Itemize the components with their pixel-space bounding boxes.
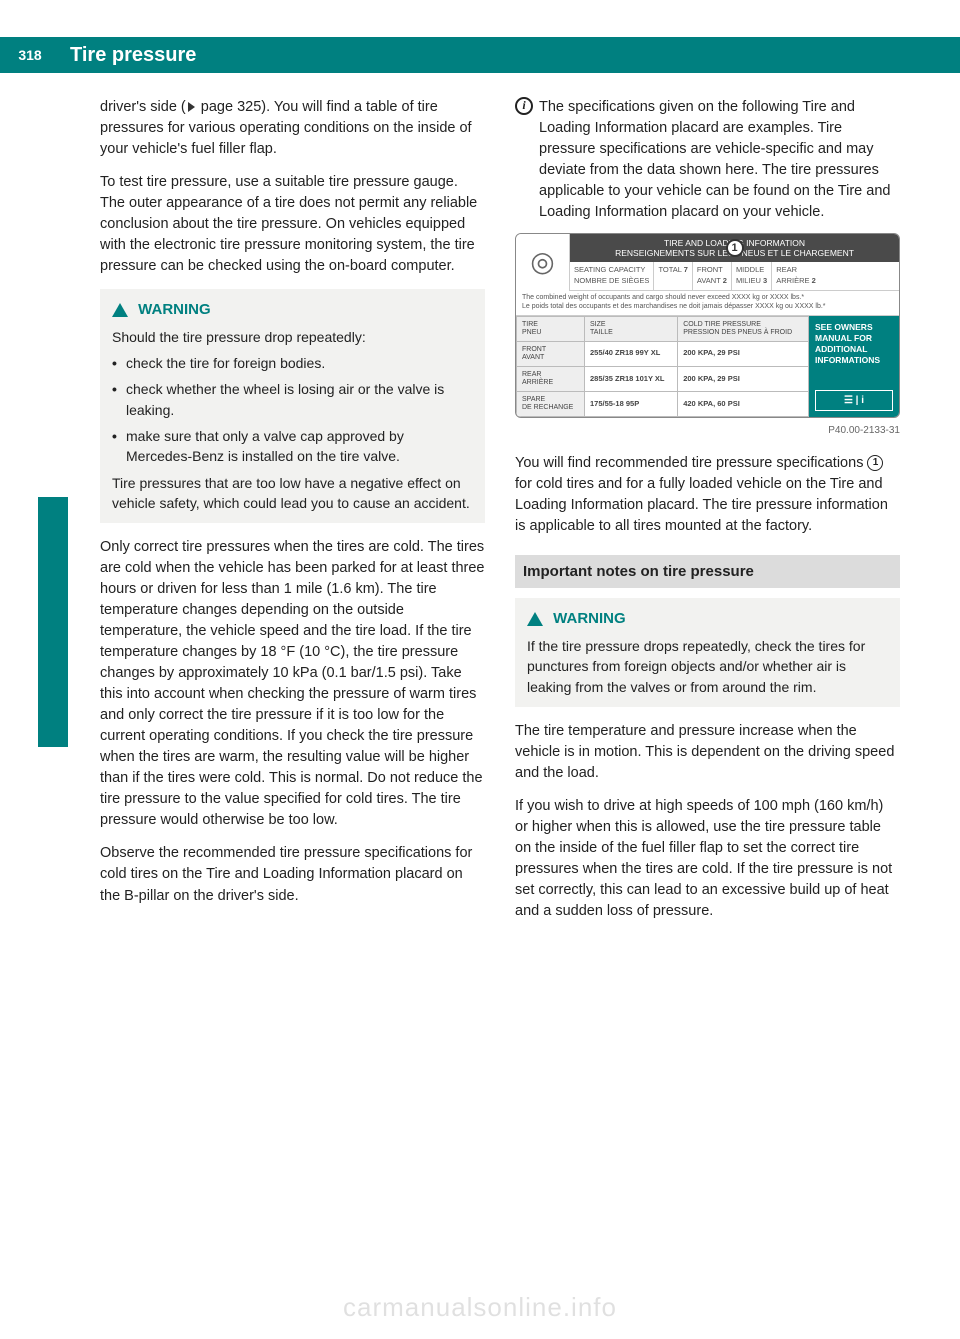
placard-table: TIREPNEU SIZETAILLE COLD TIRE PRESSUREPR… (516, 316, 809, 417)
page-number: 318 (0, 37, 60, 73)
placard-top-right: 1 TIRE AND LOADING INFORMATION RENSEIGNE… (570, 234, 899, 291)
paragraph: driver's side ( page 325). You will find… (100, 97, 485, 160)
table-row: REARARRIÈRE 285/35 ZR18 101Y XL 200 KPA,… (517, 366, 809, 391)
warning-outro: Tire pressures that are too low have a n… (112, 473, 473, 514)
info-paragraph: i The specifications given on the follow… (515, 97, 900, 223)
right-column: i The specifications given on the follow… (515, 97, 900, 934)
side-label: Wheels and tires (43, 594, 64, 737)
list-item: check the tire for foreign bodies. (112, 353, 473, 373)
paragraph: To test tire pressure, use a suitable ti… (100, 172, 485, 277)
warning-body: If the tire pressure drops repeatedly, c… (527, 636, 888, 697)
content-columns: driver's side ( page 325). You will find… (0, 73, 960, 934)
list-item: make sure that only a valve cap approved… (112, 426, 473, 467)
col-header: TIREPNEU (517, 316, 585, 341)
warning-title: WARNING (112, 299, 473, 321)
placard-top: ◎ 1 TIRE AND LOADING INFORMATION RENSEIG… (516, 234, 899, 291)
paragraph: You will find recommended tire pressure … (515, 453, 900, 537)
warning-box: WARNING Should the tire pressure drop re… (100, 289, 485, 523)
figure-reference: P40.00-2133-31 (515, 424, 900, 439)
paragraph: Observe the recommended tire pressure sp… (100, 843, 485, 906)
warning-icon (527, 612, 543, 626)
cell: 200 KPA, 29 PSI (678, 366, 809, 391)
row-label: SPAREDE RECHANGE (517, 392, 585, 417)
placard-seating-row: SEATING CAPACITY NOMBRE DE SIÈGES TOTAL … (570, 262, 899, 291)
list-item: check whether the wheel is losing air or… (112, 379, 473, 420)
seating-label: SEATING CAPACITY NOMBRE DE SIÈGES (570, 262, 654, 290)
col-header: SIZETAILLE (584, 316, 677, 341)
left-column: driver's side ( page 325). You will find… (100, 97, 485, 934)
col-header: COLD TIRE PRESSUREPRESSION DES PNEUS À F… (678, 316, 809, 341)
cell: 285/35 ZR18 101Y XL (584, 366, 677, 391)
warning-icon (112, 303, 128, 317)
paragraph: If you wish to drive at high speeds of 1… (515, 796, 900, 922)
tire-placard-figure: ◎ 1 TIRE AND LOADING INFORMATION RENSEIG… (515, 233, 900, 418)
seating-rear: REARARRIÈRE 2 (772, 262, 820, 290)
row-label: REARARRIÈRE (517, 366, 585, 391)
cell: 200 KPA, 29 PSI (678, 341, 809, 366)
warning-intro: Should the tire pressure drop repeatedly… (112, 327, 473, 347)
paragraph: The tire temperature and pressure increa… (515, 721, 900, 784)
page-header: 318 Tire pressure (0, 37, 960, 73)
table-row: SPAREDE RECHANGE 175/55-18 95P 420 KPA, … (517, 392, 809, 417)
seating-middle: MIDDLEMILIEU 3 (732, 262, 772, 290)
page-ref-icon (188, 102, 195, 112)
watermark: carmanualsonline.info (0, 1292, 960, 1323)
callout-badge: 1 (726, 239, 744, 257)
table-row: FRONTAVANT 255/40 ZR18 99Y XL 200 KPA, 2… (517, 341, 809, 366)
warning-title: WARNING (527, 608, 888, 630)
manual-icon: ☰ | i (815, 390, 893, 411)
table-row: TIREPNEU SIZETAILLE COLD TIRE PRESSUREPR… (517, 316, 809, 341)
placard-note: The combined weight of occupants and car… (516, 291, 899, 316)
warning-box: WARNING If the tire pressure drops repea… (515, 598, 900, 707)
placard-body: TIREPNEU SIZETAILLE COLD TIRE PRESSUREPR… (516, 316, 899, 417)
cell: 420 KPA, 60 PSI (678, 392, 809, 417)
wheel-icon: ◎ (516, 234, 570, 291)
info-text: The specifications given on the followin… (539, 97, 900, 223)
placard-side-text: SEE OWNERS MANUAL FOR ADDITIONAL INFORMA… (815, 322, 893, 366)
info-icon: i (515, 97, 533, 115)
callout-ref: 1 (867, 455, 883, 471)
warning-label: WARNING (553, 610, 626, 627)
row-label: FRONTAVANT (517, 341, 585, 366)
subheading: Important notes on tire pressure (515, 555, 900, 589)
page: 318 Tire pressure Wheels and tires drive… (0, 37, 960, 1339)
warning-label: WARNING (138, 301, 211, 318)
warning-list: check the tire for foreign bodies. check… (112, 353, 473, 466)
placard-title: 1 TIRE AND LOADING INFORMATION RENSEIGNE… (570, 234, 899, 262)
paragraph: Only correct tire pressures when the tir… (100, 537, 485, 831)
cell: 175/55-18 95P (584, 392, 677, 417)
cell: 255/40 ZR18 99Y XL (584, 341, 677, 366)
section-title: Tire pressure (60, 37, 960, 73)
placard-side-panel: SEE OWNERS MANUAL FOR ADDITIONAL INFORMA… (809, 316, 899, 417)
seating-total: TOTAL 7 (654, 262, 692, 290)
seating-front: FRONTAVANT 2 (693, 262, 732, 290)
